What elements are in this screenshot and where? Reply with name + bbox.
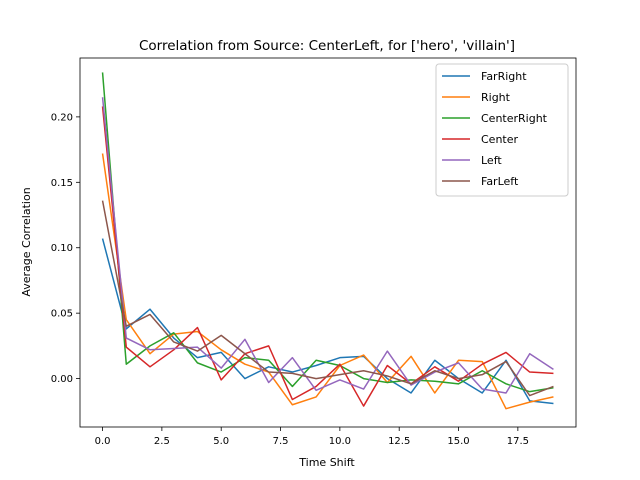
y-tick-label: 0.20 — [51, 112, 73, 123]
series-line-farleft — [101, 200, 554, 397]
series-line-left — [101, 97, 554, 394]
series-line-right — [101, 153, 554, 410]
plot-frame — [79, 57, 577, 428]
plot-area — [101, 72, 554, 410]
y-axis-title: Average Correlation — [20, 187, 33, 296]
x-axis: 0.0 2.5 5.0 7.5 10.0 12.5 15.0 17.5 — [95, 427, 529, 447]
x-tick-label: 0.0 — [95, 436, 111, 447]
x-tick-label: 10.0 — [329, 436, 351, 447]
legend-label: Right — [481, 91, 511, 104]
legend-label: Left — [481, 154, 502, 167]
x-tick-label: 5.0 — [213, 436, 229, 447]
chart-title: Correlation from Source: CenterLeft, for… — [139, 38, 515, 54]
x-tick-label: 17.5 — [507, 436, 529, 447]
x-tick-label: 2.5 — [154, 436, 170, 447]
legend: FarRight Right CenterRight Center Left FarLef… — [435, 63, 569, 197]
y-axis: 0.00 0.05 0.10 0.15 0.20 — [51, 112, 80, 385]
series-line-center — [101, 106, 554, 407]
x-tick-label: 7.5 — [273, 436, 289, 447]
series-line-farright — [101, 238, 554, 405]
legend-label: Center — [481, 133, 519, 146]
x-tick-label: 15.0 — [447, 436, 469, 447]
y-tick-label: 0.15 — [51, 178, 73, 189]
x-tick-label: 12.5 — [388, 436, 410, 447]
legend-label: CenterRight — [481, 112, 548, 125]
x-axis-title: Time Shift — [298, 456, 355, 469]
y-tick-label: 0.00 — [51, 374, 73, 385]
y-tick-label: 0.10 — [51, 243, 73, 254]
series-line-centerright — [101, 72, 554, 393]
legend-label: FarLeft — [481, 175, 519, 188]
legend-label: FarRight — [481, 70, 527, 83]
y-tick-label: 0.05 — [51, 309, 73, 320]
